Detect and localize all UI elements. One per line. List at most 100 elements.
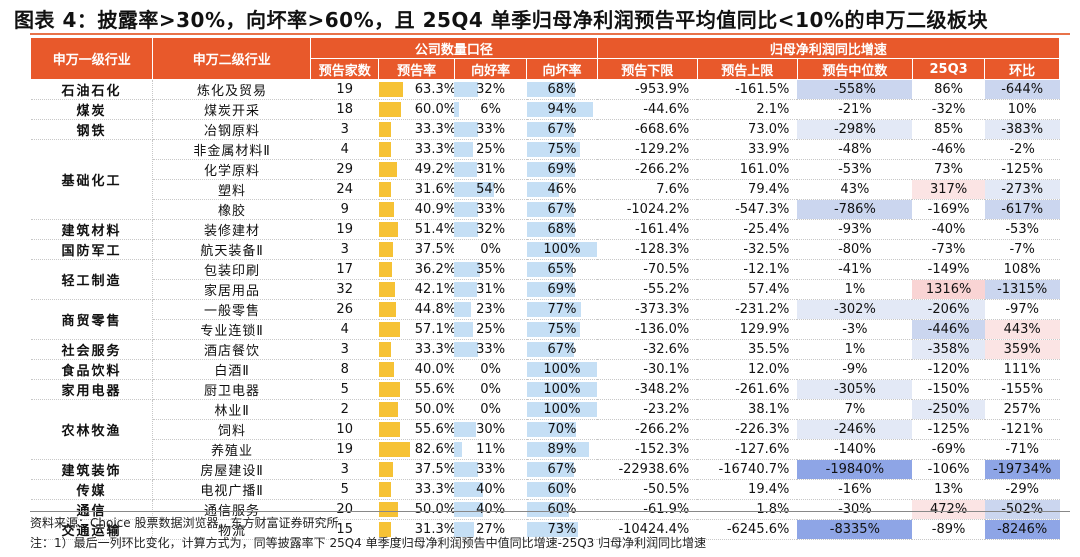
forecast-rate-cell: 40.9% (378, 199, 455, 220)
bad-rate-bar (526, 202, 574, 217)
level2-industry: 一般零售 (152, 299, 311, 320)
level2-industry: 专业连锁Ⅱ (152, 319, 311, 340)
level1-industry: 传媒 (30, 479, 154, 500)
forecast-rate-cell: 49.2% (378, 159, 455, 180)
forecast-median: -80% (797, 239, 913, 260)
bad-rate-value: 69% (547, 282, 577, 297)
table-row: 钢铁 冶钢原料 3 33.3% 33% 67% -668.6% 73.0% -298% 85% -3… (30, 119, 1060, 140)
q3-growth: 86% (912, 79, 985, 100)
good-rate-value: 33% (476, 122, 506, 137)
good-rate-cell: 0% (454, 359, 527, 380)
forecast-lower: -61.9% (597, 499, 698, 520)
good-rate-bar (454, 82, 478, 97)
forecast-rate-cell: 31.3% (378, 519, 455, 540)
good-rate-bar (454, 202, 479, 217)
good-rate-value: 33% (476, 202, 506, 217)
forecast-rate-bar (378, 262, 393, 277)
top-rule (30, 33, 1070, 35)
forecast-rate-value: 33.3% (414, 482, 455, 497)
good-rate-bar (454, 322, 473, 337)
forecast-rate-cell: 55.6% (378, 419, 455, 440)
bad-rate-bar (526, 442, 590, 457)
bad-rate-bar (526, 162, 576, 177)
forecast-count: 3 (310, 239, 379, 260)
qoq-change: -155% (984, 379, 1060, 400)
bottom-rule (30, 511, 1070, 512)
qoq-change: -53% (984, 219, 1060, 240)
table-row: 社会服务 酒店餐饮 3 33.3% 33% 67% -32.6% 35.5% 1% -358% 35… (30, 339, 1060, 360)
sector-table: 申万一级行业 申万二级行业 公司数量口径 归母净利润同比增速 预告家数 预告率 … (29, 37, 1061, 540)
table-row: 煤炭 煤炭开采 18 60.0% 6% 94% -44.6% 2.1% -21% -32% 10% (30, 99, 1060, 120)
forecast-rate-bar (378, 302, 396, 317)
bad-rate-cell: 46% (526, 179, 598, 200)
qoq-change: -97% (984, 299, 1060, 320)
good-rate-cell: 33% (454, 119, 527, 140)
bad-rate-cell: 69% (526, 159, 598, 180)
forecast-rate-value: 82.6% (414, 442, 455, 457)
good-rate-value: 0% (480, 242, 501, 257)
good-rate-cell: 30% (454, 419, 527, 440)
forecast-count: 4 (310, 139, 379, 160)
forecast-median: 1% (797, 339, 913, 360)
table-body: 石油石化 炼化及贸易 19 63.3% 32% 68% -953.9% -161.5% -558… (30, 79, 1060, 540)
forecast-upper: -25.4% (697, 219, 798, 240)
forecast-rate-bar (378, 342, 392, 357)
bad-rate-value: 67% (547, 462, 577, 477)
bad-rate-bar (526, 282, 576, 297)
forecast-rate-cell: 50.0% (378, 399, 455, 420)
qoq-change: 108% (984, 259, 1060, 280)
forecast-lower: -10424.4% (597, 519, 698, 540)
forecast-rate-value: 36.2% (414, 262, 455, 277)
table-row: 石油石化 炼化及贸易 19 63.3% 32% 68% -953.9% -161.5% -558… (30, 79, 1060, 100)
bad-rate-bar (526, 382, 598, 397)
header-group-growth: 归母净利润同比增速 (596, 37, 1061, 59)
forecast-median: 43% (797, 179, 913, 200)
q3-growth: -206% (912, 299, 985, 320)
level1-industry: 基础化工 (30, 139, 154, 220)
good-rate-bar (454, 222, 478, 237)
good-rate-value: 33% (476, 462, 506, 477)
forecast-upper: 2.1% (697, 99, 798, 120)
header-lower: 预告下限 (596, 58, 698, 80)
forecast-upper: 12.0% (697, 359, 798, 380)
qoq-change: -7% (984, 239, 1060, 260)
forecast-rate-cell: 44.8% (378, 299, 455, 320)
table-row: 通信 通信服务 20 50.0% 40% 60% -61.9% 1.8% -30% 472% -50… (30, 499, 1060, 520)
forecast-count: 4 (310, 319, 379, 340)
level2-industry: 橡胶 (152, 199, 311, 220)
bad-rate-value: 68% (547, 82, 577, 97)
bad-rate-bar (526, 462, 574, 477)
forecast-median: -48% (797, 139, 913, 160)
bad-rate-value: 69% (547, 162, 577, 177)
forecast-rate-cell: 36.2% (378, 259, 455, 280)
bad-rate-cell: 68% (526, 79, 598, 100)
forecast-upper: 57.4% (697, 279, 798, 300)
forecast-rate-bar (378, 162, 398, 177)
forecast-lower: -50.5% (597, 479, 698, 500)
good-rate-bar (454, 342, 479, 357)
forecast-lower: -161.4% (597, 219, 698, 240)
q3-growth: -106% (912, 459, 985, 480)
forecast-rate-cell: 42.1% (378, 279, 455, 300)
level2-industry: 酒店餐饮 (152, 339, 311, 360)
forecast-lower: -266.2% (597, 159, 698, 180)
good-rate-cell: 33% (454, 459, 527, 480)
q3-growth: -169% (912, 199, 985, 220)
q3-growth: -150% (912, 379, 985, 400)
bad-rate-value: 100% (543, 382, 581, 397)
good-rate-cell: 54% (454, 179, 527, 200)
bad-rate-cell: 67% (526, 199, 598, 220)
good-rate-value: 31% (476, 282, 506, 297)
forecast-rate-bar (378, 182, 391, 197)
bad-rate-bar (526, 182, 560, 197)
good-rate-cell: 31% (454, 279, 527, 300)
forecast-median: -30% (797, 499, 913, 520)
header-qoq: 环比 (984, 58, 1060, 80)
bad-rate-cell: 67% (526, 119, 598, 140)
forecast-upper: 73.0% (697, 119, 798, 140)
table-row: 橡胶 9 40.9% 33% 67% -1024.2% -547.3% -786% -169% -… (31, 199, 1060, 220)
level1-industry: 交通运输 (30, 519, 154, 540)
table-row: 食品饮料 白酒Ⅱ 8 40.0% 0% 100% -30.1% 12.0% -9% -120% 11… (30, 359, 1060, 380)
header-bad-rate: 向坏率 (526, 58, 598, 80)
forecast-lower: 7.6% (597, 179, 698, 200)
